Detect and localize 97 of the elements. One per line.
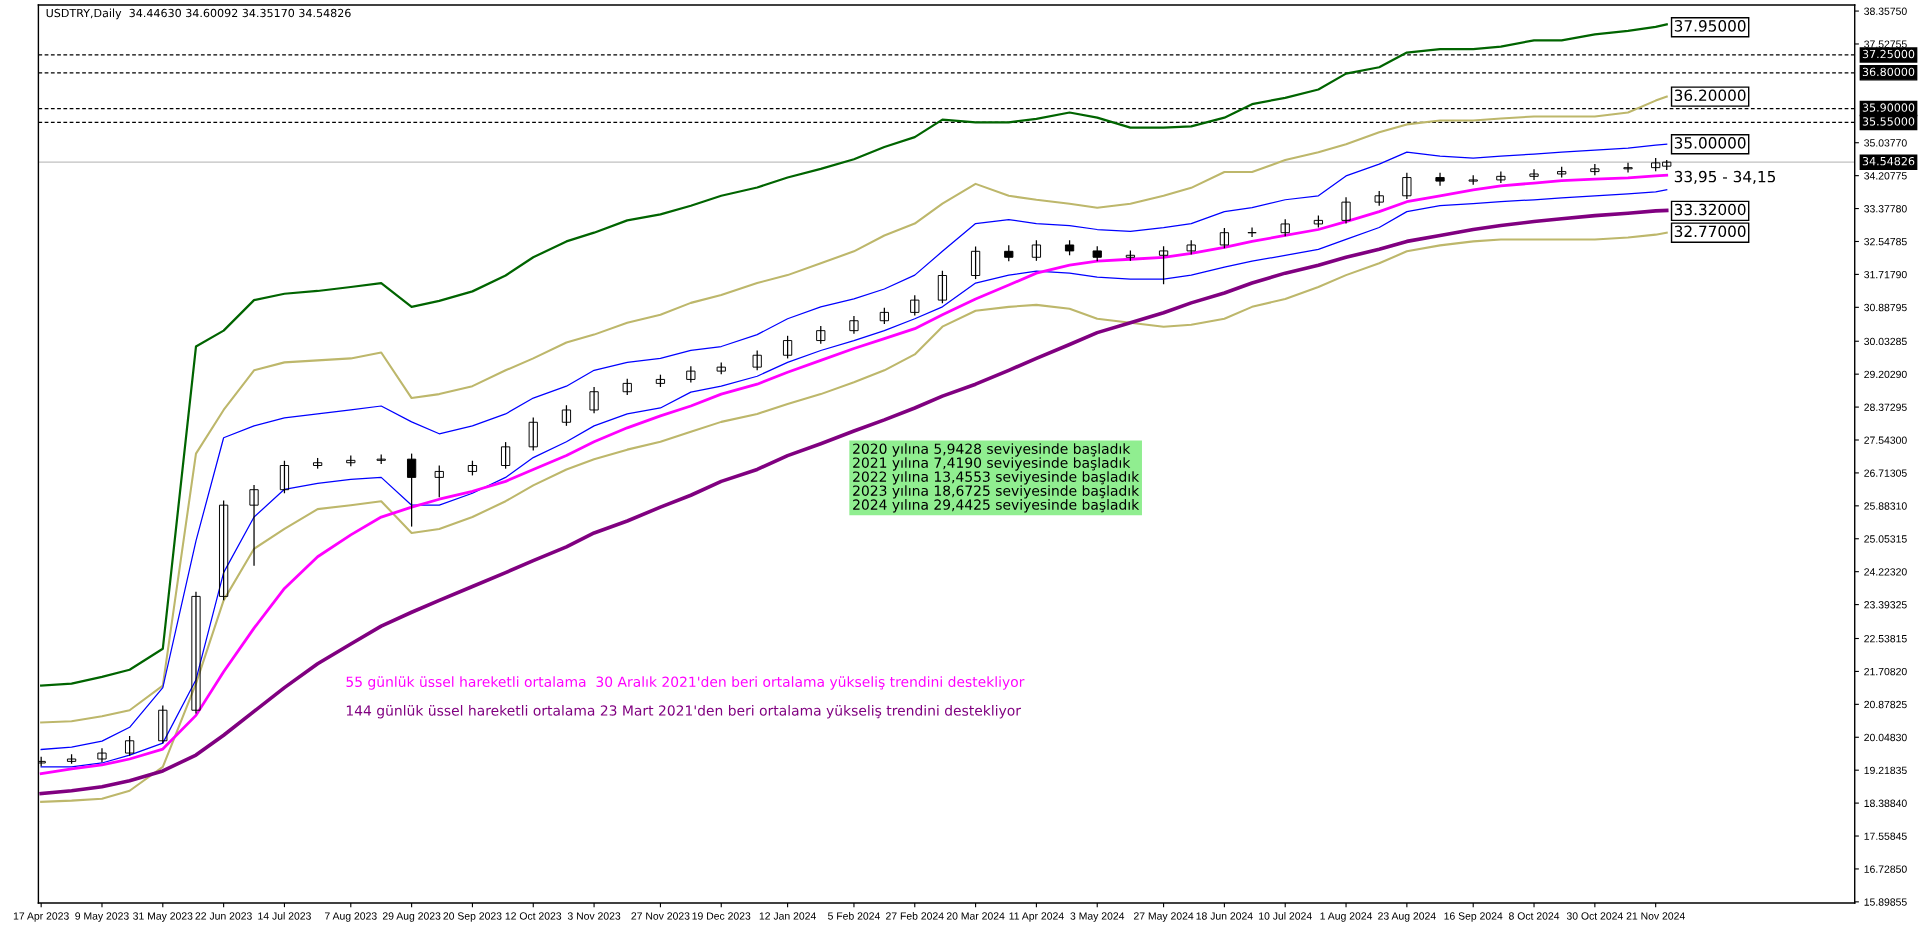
- ref-line-label: 35.90000: [1862, 103, 1915, 112]
- x-tick-label: 19 Dec 2023: [692, 912, 751, 920]
- y-tick-label: 28.37295: [1864, 403, 1907, 411]
- candlestick: [782, 335, 793, 360]
- x-tick-label: 17 Apr 2023: [13, 912, 69, 922]
- y-tick-label: 20.87825: [1864, 700, 1907, 709]
- annotation: 144 günlük üssel hareketli ortalama 23 Mart 2021'den beri ortalama yükseliş trendini destekliyor: [346, 705, 1021, 719]
- x-tick-label: 22 Jun 2023: [195, 912, 252, 920]
- annotation: 32.77000: [1674, 225, 1746, 238]
- x-tick-label: 20 Mar 2024: [946, 912, 1005, 920]
- y-tick-label: 17.55845: [1864, 832, 1907, 840]
- x-tick-label: 1 Aug 2024: [1320, 912, 1373, 922]
- x-tick-label: 9 May 2023: [75, 912, 129, 922]
- y-tick-label: 38.35750: [1864, 7, 1907, 15]
- x-tick-label: 16 Sep 2024: [1444, 912, 1503, 922]
- candlestick: [158, 704, 168, 744]
- candlestick: [434, 464, 444, 498]
- x-tick-label: 29 Aug 2023: [382, 912, 441, 922]
- candlestick: [1496, 170, 1506, 184]
- candlestick: [752, 349, 762, 371]
- x-tick-label: 27 May 2024: [1133, 912, 1194, 922]
- candlestick: [249, 484, 259, 567]
- x-tick-label: 8 Oct 2024: [1509, 912, 1560, 920]
- candlestick: [1623, 162, 1633, 174]
- ref-line-label: 35.55000: [1862, 117, 1915, 126]
- candlestick: [97, 747, 107, 763]
- x-tick-label: 3 May 2024: [1070, 912, 1125, 922]
- chart-title: USDTRY,Daily 34.44630 34.60092 34.35170 34.54826: [46, 8, 351, 20]
- candlestick: [406, 452, 417, 528]
- y-tick-label: 21.70820: [1864, 667, 1907, 676]
- y-tick-label: 29.20290: [1864, 370, 1907, 379]
- candlestick: [970, 245, 981, 280]
- y-tick-label: 32.54785: [1864, 237, 1907, 246]
- y-tick-label: 22.53815: [1864, 635, 1907, 643]
- candlestick: [589, 386, 599, 414]
- y-tick-label: 37.52755: [1864, 40, 1907, 48]
- x-tick-label: 7 Aug 2023: [324, 912, 377, 922]
- ref-line-label: 36.80000: [1862, 67, 1915, 77]
- annotation: 33,95 - 34,15: [1674, 170, 1776, 184]
- y-tick-label: 25.05315: [1864, 535, 1907, 543]
- candlestick: [1529, 168, 1539, 181]
- candlestick: [1158, 245, 1169, 285]
- y-tick-label: 23.39325: [1864, 601, 1907, 609]
- candlestick: [1435, 172, 1445, 187]
- candlestick: [191, 591, 201, 715]
- y-tick-label: 16.72850: [1864, 865, 1907, 873]
- x-tick-label: 27 Nov 2023: [631, 912, 690, 920]
- candlestick: [910, 294, 920, 317]
- candlestick: [1402, 172, 1412, 200]
- x-tick-label: 12 Jan 2024: [759, 912, 816, 920]
- candlestick: [1341, 196, 1351, 225]
- candlestick: [1031, 239, 1042, 262]
- y-tick-label: 15.89855: [1864, 898, 1907, 906]
- y-tick-label: 31.71790: [1864, 270, 1907, 279]
- y-tick-label: 25.88310: [1864, 502, 1907, 510]
- candlestick: [849, 315, 859, 335]
- annotation: 37.95000: [1674, 20, 1746, 32]
- y-tick-label: 24.22320: [1864, 568, 1907, 576]
- x-tick-label: 3 Nov 2023: [567, 912, 621, 920]
- x-tick-label: 12 Oct 2023: [505, 912, 562, 920]
- x-tick-label: 20 Sep 2023: [443, 912, 502, 922]
- annotation: 36.20000: [1674, 89, 1746, 102]
- annotation: 55 günlük üssel hareketli ortalama 30 Aralık 2021'den beri ortalama yükseliş trendini destekliyor: [346, 676, 1025, 690]
- candlestick: [279, 460, 290, 494]
- x-tick-label: 21 Nov 2024: [1626, 912, 1685, 920]
- candlestick: [528, 416, 538, 452]
- x-tick-label: 27 Feb 2024: [886, 912, 944, 920]
- candlestick: [561, 404, 572, 427]
- annotation: 35.00000: [1674, 137, 1746, 149]
- x-tick-label: 31 May 2023: [133, 912, 193, 922]
- x-tick-label: 5 Feb 2024: [828, 912, 880, 920]
- x-tick-label: 23 Aug 2024: [1378, 912, 1436, 922]
- y-tick-label: 19.21835: [1864, 766, 1907, 775]
- y-tick-label: 35.03770: [1864, 139, 1907, 147]
- x-tick-label: 11 Apr 2024: [1009, 912, 1064, 922]
- ref-line-label: 34.54826: [1862, 156, 1915, 166]
- annotation: 33.32000: [1674, 203, 1746, 216]
- candlestick: [124, 735, 135, 757]
- y-tick-label: 33.37780: [1864, 205, 1907, 213]
- y-tick-label: 30.03285: [1864, 337, 1907, 346]
- y-tick-label: 18.38840: [1864, 799, 1907, 807]
- y-tick-label: 20.04830: [1864, 733, 1907, 742]
- x-tick-label: 30 Oct 2024: [1566, 912, 1623, 920]
- x-tick-label: 14 Jul 2023: [258, 912, 311, 920]
- candlestick: [218, 499, 229, 601]
- y-tick-label: 27.54300: [1864, 436, 1907, 444]
- x-tick-label: 10 Jul 2024: [1259, 912, 1312, 920]
- candlestick: [937, 270, 948, 304]
- candlestick: [500, 441, 511, 470]
- x-tick-label: 18 Jun 2024: [1196, 912, 1253, 920]
- y-tick-label: 26.71305: [1864, 469, 1907, 477]
- annotation: 2020 yılına 5,9428 seviyesinde başladık 2021 yılına 7,4190 seviyesinde başladık 2022 yılına 13,4553 seviyesinde başladık 2023 yılına 18,6725 seviyesinde başladık 2024 yılına 29,4425 seviyesinde başladık: [853, 443, 1140, 513]
- candlestick: [1590, 163, 1600, 176]
- ref-line-label: 37.25000: [1862, 49, 1915, 59]
- y-tick-label: 34.20775: [1864, 172, 1907, 180]
- candlestick: [1219, 227, 1230, 249]
- y-tick-label: 30.88795: [1864, 303, 1907, 312]
